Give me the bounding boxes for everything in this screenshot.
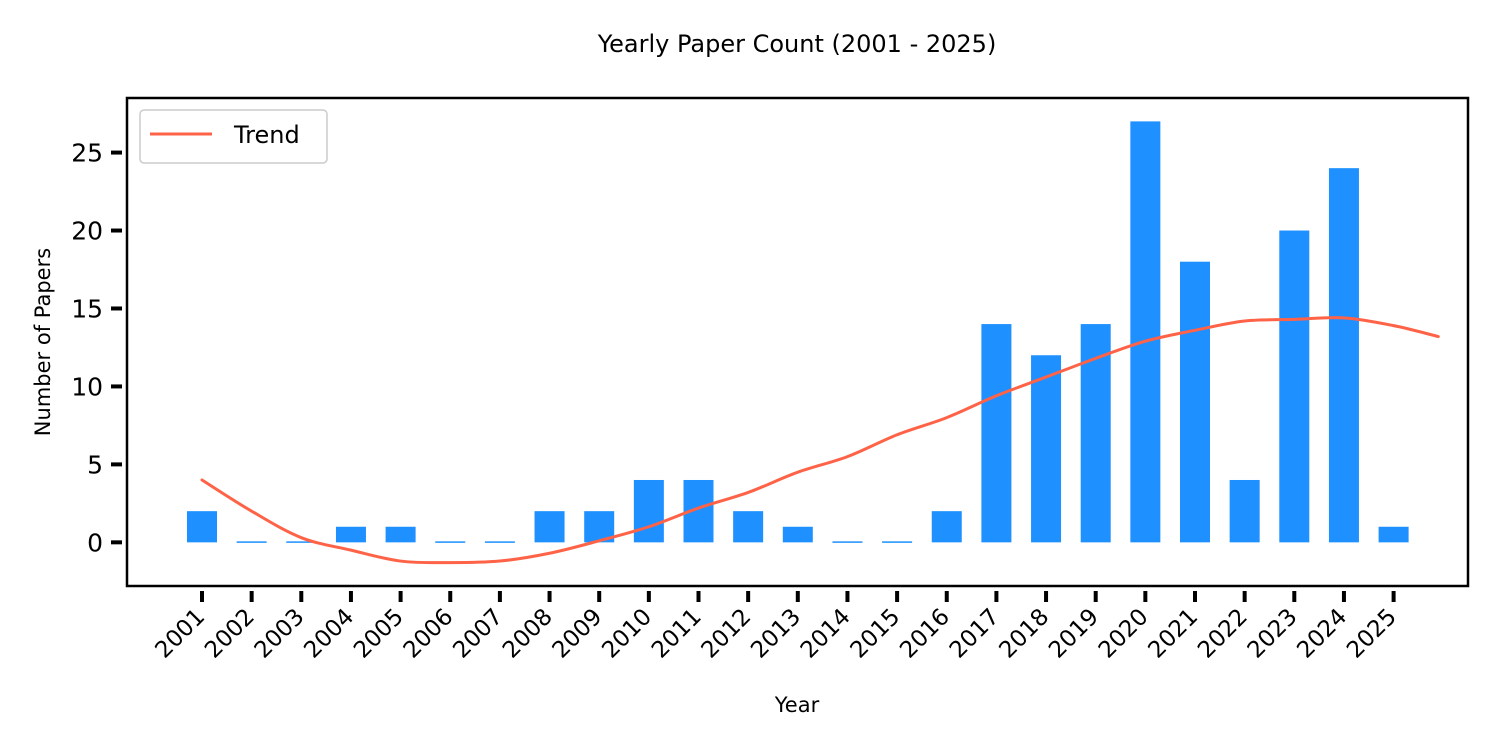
x-tick-label-2024: 2024 — [1292, 604, 1352, 664]
bar-2003 — [286, 541, 317, 543]
x-tick-label-2003: 2003 — [250, 604, 310, 664]
axes-layer — [125, 96, 1470, 588]
bar-2001 — [187, 511, 217, 543]
bar-2025 — [1378, 526, 1409, 543]
bar-2021 — [1180, 261, 1210, 543]
x-tick-label-2005: 2005 — [349, 604, 409, 664]
x-tick-label-2012: 2012 — [697, 604, 757, 664]
legend: Trend — [139, 109, 328, 164]
x-tick-label-2013: 2013 — [746, 604, 806, 664]
x-tick-label-2006: 2006 — [399, 604, 459, 664]
bar-2005 — [385, 526, 416, 543]
bar-2024 — [1328, 168, 1359, 543]
x-tick-label-2023: 2023 — [1243, 604, 1303, 664]
bar-2018 — [1031, 355, 1062, 543]
x-tick-label-2021: 2021 — [1143, 604, 1203, 664]
bar-2022 — [1229, 479, 1260, 543]
x-tick-label-2017: 2017 — [945, 604, 1005, 664]
legend-box — [139, 109, 328, 164]
bar-2002 — [236, 541, 267, 543]
x-tick-label-2004: 2004 — [299, 604, 359, 664]
x-tick-label-2014: 2014 — [796, 604, 856, 664]
x-tick-label-2011: 2011 — [647, 604, 707, 664]
x-tick-label-2025: 2025 — [1342, 604, 1402, 664]
x-tick-label-2020: 2020 — [1094, 604, 1154, 664]
bar-2017 — [981, 324, 1012, 543]
plot-frame — [125, 96, 1470, 588]
x-tick-label-2008: 2008 — [498, 604, 558, 664]
bar-2013 — [782, 526, 813, 543]
x-tick-label-2002: 2002 — [200, 604, 260, 664]
legend-trend-label: Trend — [233, 121, 300, 149]
bar-2020 — [1130, 121, 1161, 543]
trend-line — [200, 316, 1440, 565]
bar-2010 — [633, 479, 664, 543]
chart-title: Yearly Paper Count (2001 - 2025) — [597, 30, 997, 58]
bar-2006 — [435, 541, 466, 543]
x-tick-label-2022: 2022 — [1193, 604, 1253, 664]
x-tick-label-2007: 2007 — [448, 604, 508, 664]
bar-2016 — [931, 511, 962, 543]
x-tick-label-2018: 2018 — [995, 604, 1055, 664]
y-axis-label: Number of Papers — [31, 248, 55, 436]
x-axis-label: Year — [774, 693, 820, 717]
x-tick-label-2001: 2001 — [150, 604, 210, 664]
bar-2015 — [882, 541, 913, 543]
x-tick-label-2019: 2019 — [1044, 604, 1104, 664]
y-tick-label-20: 20 — [71, 217, 103, 246]
y-tick-label-0: 0 — [87, 528, 103, 557]
bar-2012 — [733, 511, 764, 543]
bar-2008 — [534, 511, 565, 543]
trend-layer — [200, 316, 1440, 565]
y-tick-label-25: 25 — [71, 139, 103, 168]
bars-layer — [187, 121, 1409, 543]
y-tick-label-10: 10 — [71, 372, 103, 401]
y-tick-label-5: 5 — [87, 450, 103, 479]
x-tick-label-2009: 2009 — [548, 604, 608, 664]
bar-2023 — [1279, 230, 1310, 543]
x-tick-label-2016: 2016 — [895, 604, 955, 664]
bar-2014 — [832, 541, 863, 543]
y-tick-label-15: 15 — [71, 294, 103, 323]
bar-2004 — [335, 526, 366, 543]
x-tick-label-2015: 2015 — [846, 604, 906, 664]
bar-2007 — [484, 541, 515, 543]
x-tick-label-2010: 2010 — [597, 604, 657, 664]
